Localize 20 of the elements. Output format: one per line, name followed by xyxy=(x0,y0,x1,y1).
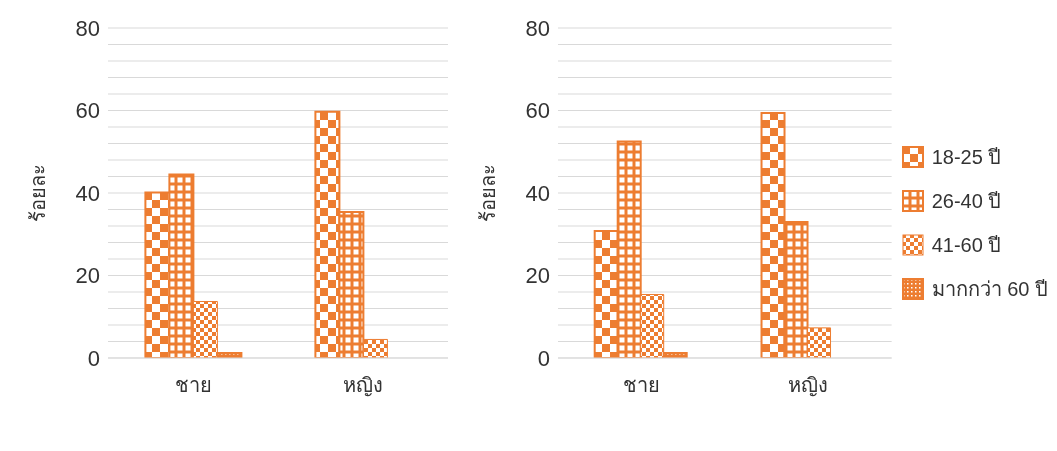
y-tick-label: 40 xyxy=(525,180,550,206)
y-tick-label: 0 xyxy=(87,345,100,371)
legend-label: 41-60 ปี xyxy=(931,233,1002,258)
y-tick-label: 0 xyxy=(537,345,550,371)
x-tick-label: หญิง xyxy=(788,374,829,398)
legend-label: 26-40 ปี xyxy=(931,189,1002,214)
x-tick-label: ชาย xyxy=(174,374,212,397)
y-tick-label: 20 xyxy=(525,263,550,289)
y-tick-label: 40 xyxy=(75,180,100,206)
y-tick-label: 60 xyxy=(525,98,550,124)
y-tick-label: 60 xyxy=(75,98,100,124)
x-tick-label: หญิง xyxy=(343,374,383,398)
x-tick-label: ชาย xyxy=(622,374,660,397)
y-tick-label: 20 xyxy=(75,263,100,289)
y-axis-title: ร้อยละ xyxy=(477,164,500,222)
y-axis-title: ร้อยละ xyxy=(27,164,50,222)
legend-label: 18-25 ปี xyxy=(931,145,1002,170)
y-tick-label: 80 xyxy=(75,15,100,41)
y-tick-label: 80 xyxy=(525,15,550,41)
legend-label: มากกว่า 60 ปี xyxy=(931,277,1048,302)
